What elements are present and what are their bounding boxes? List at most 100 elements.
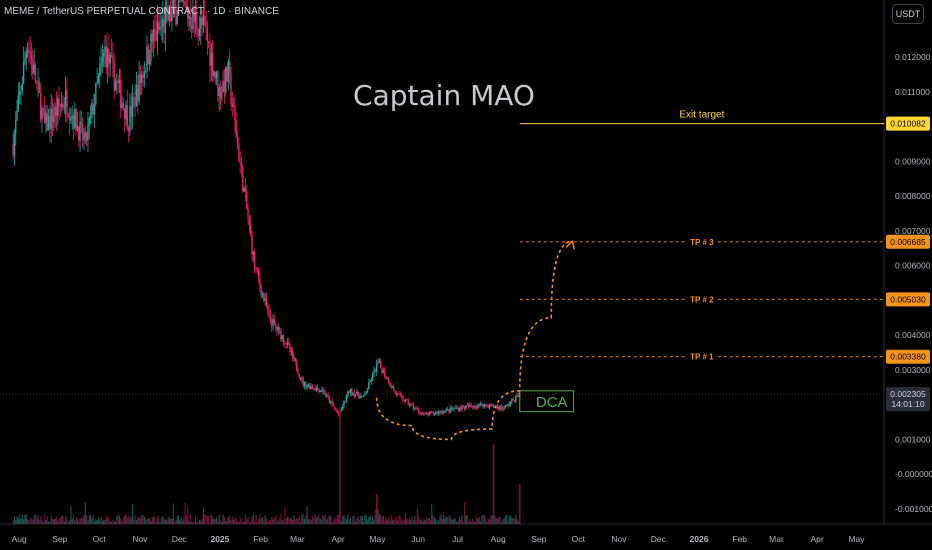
volume-bar	[227, 516, 229, 524]
candle-body	[179, 0, 181, 1]
candle-body	[240, 162, 243, 166]
candle-body	[269, 313, 272, 321]
volume-bar	[361, 515, 363, 524]
candle-body	[454, 407, 457, 409]
candle-body	[24, 58, 26, 62]
candle-body	[214, 71, 216, 78]
candle-body	[236, 137, 239, 145]
candle-body	[219, 87, 222, 99]
candle-body	[141, 75, 143, 83]
x-tick-label: 2026	[690, 534, 709, 544]
volume-bar	[310, 520, 312, 524]
candle-body	[471, 405, 474, 407]
candle-body	[129, 106, 131, 132]
volume-bar	[147, 518, 149, 524]
volume-bar	[104, 520, 106, 524]
candle-body	[95, 82, 97, 105]
volume-bar	[222, 514, 224, 524]
candle-body	[414, 408, 416, 409]
candle-body	[268, 309, 270, 314]
volume-bar	[512, 518, 514, 524]
volume-bar	[226, 520, 228, 524]
volume-bar	[314, 514, 316, 524]
volume-bar	[251, 517, 253, 524]
y-tick-label: 0.008000	[895, 191, 931, 201]
candle-body	[448, 409, 450, 412]
candle-body	[354, 394, 357, 397]
candle-body	[438, 411, 441, 413]
candle-body	[192, 8, 194, 29]
candle-body	[221, 91, 223, 99]
candle-body	[516, 395, 518, 397]
volume-bar	[368, 517, 370, 524]
candle-body	[159, 26, 161, 30]
y-tick-label: 0.009000	[895, 156, 931, 166]
volume-bar	[209, 521, 211, 524]
candle-body	[306, 386, 308, 388]
level-label: TP # 3	[690, 238, 714, 247]
candle-body	[218, 87, 220, 96]
volume-bar	[156, 517, 159, 524]
candle-body	[83, 137, 85, 141]
volume-bar	[394, 519, 396, 524]
volume-bar	[355, 521, 357, 524]
candle-body	[248, 218, 251, 225]
candle-body	[429, 412, 432, 413]
candle-body	[205, 21, 207, 29]
candle-body	[167, 6, 169, 21]
candle-body	[163, 19, 165, 33]
volume-bar	[233, 519, 235, 524]
volume-bar	[457, 521, 459, 524]
volume-spike	[518, 484, 521, 524]
volume-bar	[105, 515, 107, 524]
candle-body	[171, 9, 173, 22]
volume-bar	[301, 514, 303, 524]
candle-body	[513, 400, 516, 402]
volume-bar	[272, 519, 274, 524]
candle-body	[109, 55, 111, 64]
volume-bar	[51, 518, 54, 524]
volume-bar	[80, 517, 82, 524]
volume-bar	[357, 515, 359, 524]
candle-body	[118, 80, 121, 84]
candle-body	[457, 407, 459, 411]
volume-bar	[122, 516, 124, 524]
candle-body	[433, 413, 436, 415]
volume-bar	[264, 515, 266, 524]
volume-bar	[502, 518, 504, 524]
volume-bar	[55, 516, 58, 524]
volume-bar	[435, 519, 437, 524]
volume-bar	[57, 520, 59, 524]
currency-unit-button[interactable]: USDT	[892, 4, 924, 24]
volume-bar	[445, 516, 447, 524]
volume-bar	[34, 514, 37, 524]
volume-bar	[238, 521, 240, 524]
volume-bar	[126, 516, 128, 524]
symbol-header: MEME / TetherUS PERPETUAL CONTRACT · 1D …	[4, 6, 279, 17]
y-tick-label: -0.000000	[895, 469, 932, 479]
candle-body	[64, 90, 67, 108]
volume-bar	[108, 516, 110, 524]
volume-bar	[206, 516, 208, 524]
candle-body	[478, 403, 480, 406]
candle-body	[446, 408, 449, 410]
candle-body	[278, 327, 281, 330]
volume-bar	[381, 516, 383, 524]
volume-bar	[171, 518, 173, 524]
volume-bar	[46, 515, 48, 524]
x-tick-label: Nov	[611, 534, 627, 544]
candle-body	[154, 29, 156, 33]
volume-bar	[288, 517, 290, 524]
volume-bar	[282, 519, 285, 524]
y-tick-label: 0.006000	[895, 261, 931, 271]
volume-bar	[453, 517, 455, 524]
candle-body	[79, 121, 81, 141]
candle-body	[59, 105, 62, 108]
volume-bar	[121, 521, 123, 524]
volume-bar	[440, 514, 442, 524]
volume-bar	[319, 518, 321, 524]
volume-bar	[87, 520, 89, 524]
volume-bar	[366, 520, 369, 524]
volume-bar	[95, 518, 97, 524]
